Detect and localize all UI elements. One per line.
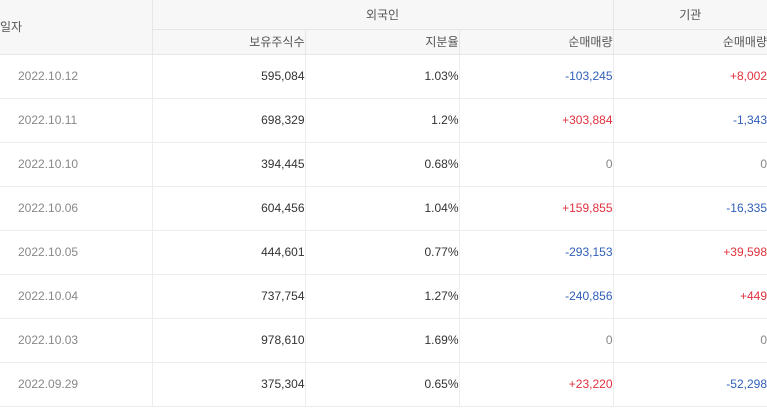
column-group-foreign: 외국인 xyxy=(152,0,614,30)
foreign-net-cell: +303,884 xyxy=(459,98,614,143)
column-group-institution: 기관 xyxy=(613,0,767,30)
share-ratio-cell: 0.68% xyxy=(305,142,460,187)
holdings-cell: 394,445 xyxy=(152,142,306,187)
holdings-cell: 444,601 xyxy=(152,230,306,275)
foreign-net-cell: +159,855 xyxy=(459,186,614,231)
table-header: 일자 외국인 기관 보유주식수 지분율 순매매량 순매매량 xyxy=(0,0,767,55)
date-cell: 2022.10.12 xyxy=(0,54,153,99)
foreign-net-cell: 0 xyxy=(459,318,614,363)
share-ratio-cell: 1.2% xyxy=(305,98,460,143)
foreign-net-cell: -293,153 xyxy=(459,230,614,275)
table-row: 2022.10.10 394,445 0.68% 0 0 xyxy=(0,142,767,187)
date-cell: 2022.10.05 xyxy=(0,230,153,275)
share-ratio-cell: 1.69% xyxy=(305,318,460,363)
table-row: 2022.10.03 978,610 1.69% 0 0 xyxy=(0,318,767,363)
institution-net-cell: -1,343 xyxy=(613,98,767,143)
date-cell: 2022.10.10 xyxy=(0,142,153,187)
holdings-cell: 698,329 xyxy=(152,98,306,143)
table-row: 2022.10.04 737,754 1.27% -240,856 +449 xyxy=(0,274,767,319)
holdings-cell: 375,304 xyxy=(152,362,306,407)
institution-net-cell: 0 xyxy=(613,318,767,363)
table-row: 2022.10.06 604,456 1.04% +159,855 -16,33… xyxy=(0,186,767,231)
institution-net-cell: +8,002 xyxy=(613,54,767,99)
foreign-net-cell: +23,220 xyxy=(459,362,614,407)
institution-net-cell: 0 xyxy=(613,142,767,187)
table-row: 2022.09.29 375,304 0.65% +23,220 -52,298 xyxy=(0,362,767,407)
date-cell: 2022.10.11 xyxy=(0,98,153,143)
share-ratio-cell: 0.65% xyxy=(305,362,460,407)
date-cell: 2022.09.29 xyxy=(0,362,153,407)
institution-net-cell: -52,298 xyxy=(613,362,767,407)
institution-net-cell: +39,598 xyxy=(613,230,767,275)
table-row: 2022.10.12 595,084 1.03% -103,245 +8,002 xyxy=(0,54,767,99)
foreign-net-cell: 0 xyxy=(459,142,614,187)
share-ratio-cell: 1.04% xyxy=(305,186,460,231)
column-header-date: 일자 xyxy=(0,0,153,55)
date-cell: 2022.10.03 xyxy=(0,318,153,363)
table-row: 2022.10.05 444,601 0.77% -293,153 +39,59… xyxy=(0,230,767,275)
column-header-institution-net: 순매매량 xyxy=(613,29,767,55)
column-header-share-ratio: 지분율 xyxy=(305,29,460,55)
table-body: 2022.10.12 595,084 1.03% -103,245 +8,002… xyxy=(0,54,767,407)
holdings-cell: 978,610 xyxy=(152,318,306,363)
column-header-holdings: 보유주식수 xyxy=(152,29,306,55)
foreign-net-cell: -103,245 xyxy=(459,54,614,99)
institution-net-cell: -16,335 xyxy=(613,186,767,231)
holdings-cell: 604,456 xyxy=(152,186,306,231)
column-header-foreign-net: 순매매량 xyxy=(459,29,614,55)
holdings-cell: 737,754 xyxy=(152,274,306,319)
institution-net-cell: +449 xyxy=(613,274,767,319)
table-row: 2022.10.11 698,329 1.2% +303,884 -1,343 xyxy=(0,98,767,143)
share-ratio-cell: 1.03% xyxy=(305,54,460,99)
date-cell: 2022.10.04 xyxy=(0,274,153,319)
date-cell: 2022.10.06 xyxy=(0,186,153,231)
foreign-net-cell: -240,856 xyxy=(459,274,614,319)
holdings-cell: 595,084 xyxy=(152,54,306,99)
share-ratio-cell: 0.77% xyxy=(305,230,460,275)
share-ratio-cell: 1.27% xyxy=(305,274,460,319)
